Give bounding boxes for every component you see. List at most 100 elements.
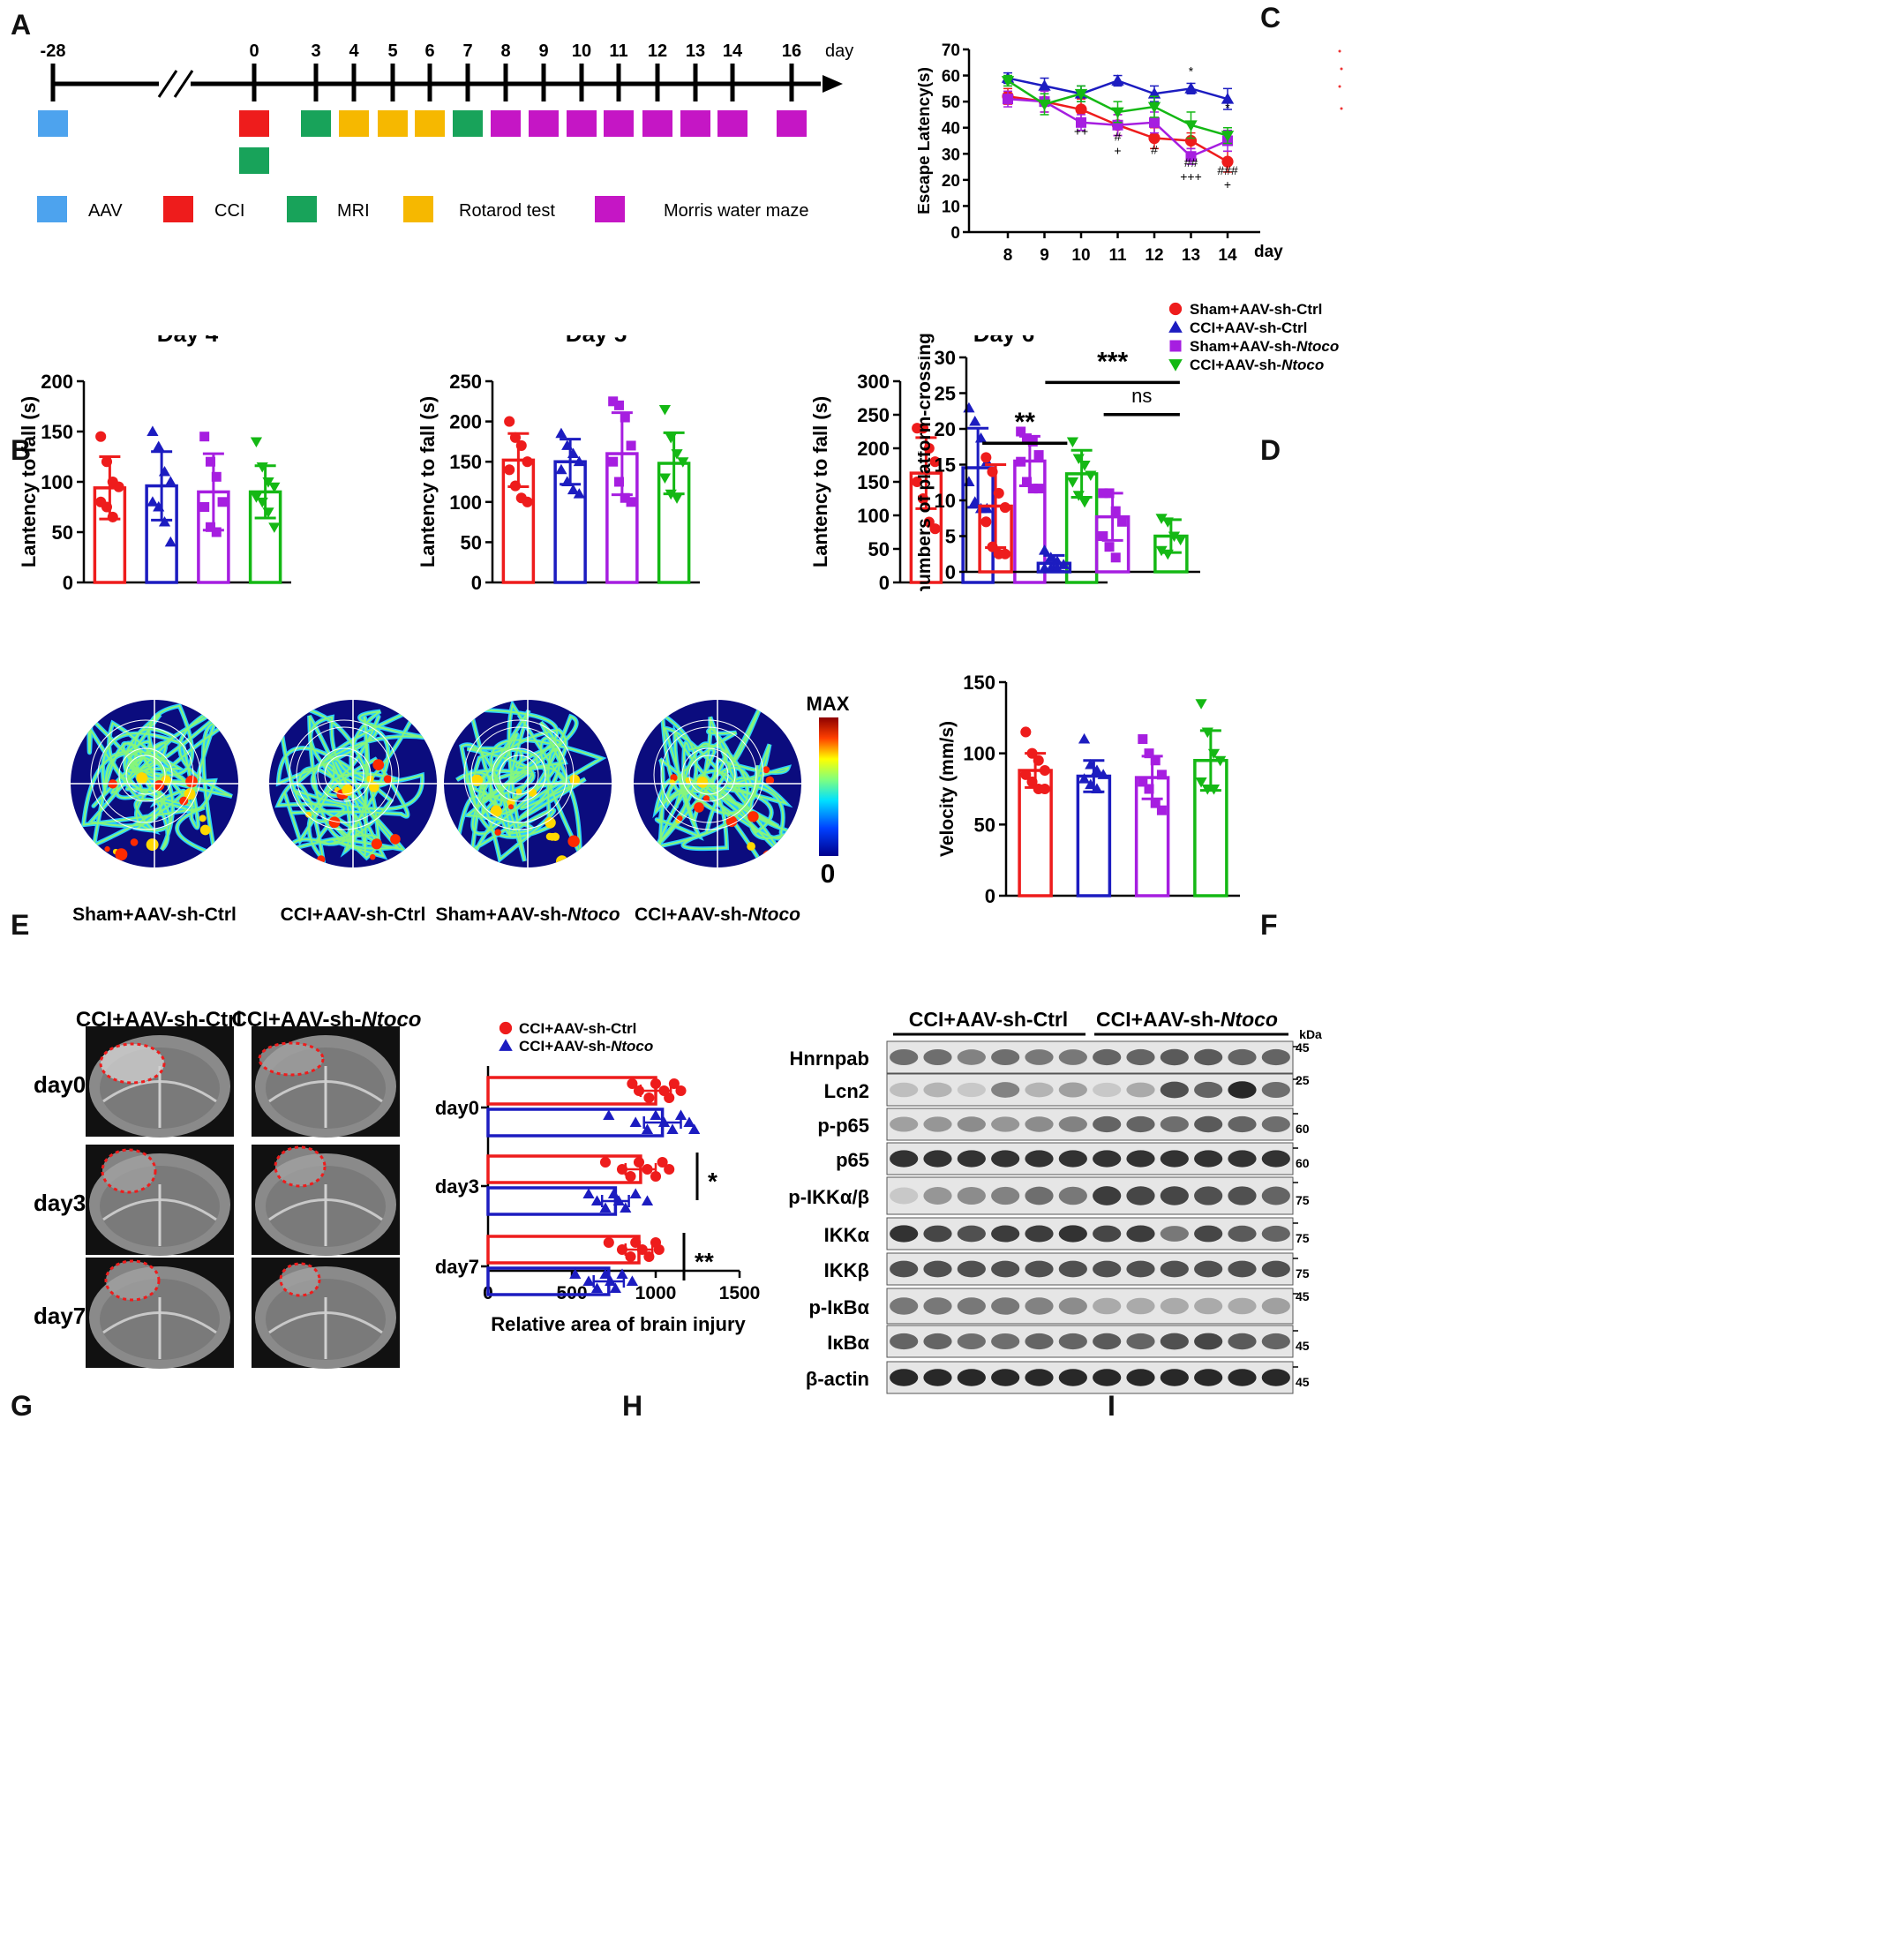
blot-label: p65 <box>836 1149 869 1171</box>
blot-band <box>1093 1260 1122 1278</box>
data-point <box>1138 734 1148 745</box>
data-point <box>658 473 672 484</box>
legend-label: CCI <box>214 201 244 221</box>
data-point <box>999 502 1010 514</box>
data-point <box>603 1236 614 1249</box>
blot-band <box>1194 1369 1223 1386</box>
significance-label: *** <box>1097 347 1128 376</box>
data-point <box>626 1275 638 1286</box>
blot-band <box>1160 1260 1189 1278</box>
data-point <box>205 522 215 532</box>
hotspot <box>317 855 326 864</box>
data-point <box>1039 783 1050 795</box>
blot-frame <box>886 1108 1294 1141</box>
blot-band <box>957 1225 986 1243</box>
data-point <box>650 1170 662 1183</box>
data-point <box>582 1188 595 1198</box>
blot-label: p-IKKα/β <box>788 1186 869 1208</box>
kda-unit: kDa <box>1299 1027 1322 1041</box>
row-label: day7 <box>34 1303 86 1329</box>
data-point <box>969 496 981 507</box>
blot-band <box>957 1150 986 1168</box>
hotspot <box>747 842 755 851</box>
target-ring <box>317 747 372 802</box>
hotspot <box>383 775 393 784</box>
target-ring <box>653 719 764 830</box>
data-point <box>664 1092 675 1104</box>
y-tick-label: 150 <box>857 471 890 493</box>
panel-label-b: B <box>11 434 32 466</box>
blot-band <box>1228 1186 1257 1205</box>
lesion-outline <box>258 1041 325 1077</box>
timeline-tick-label: 9 <box>538 41 548 61</box>
panel-label-g: G <box>11 1390 33 1422</box>
x-tick-label: 11 <box>1108 246 1127 265</box>
y-tick-label: 250 <box>449 371 482 393</box>
data-point <box>657 1116 671 1127</box>
data-point <box>250 492 263 503</box>
data-point <box>1221 92 1235 104</box>
legend-label: CCI+AAV-sh-Ctrl <box>519 1020 636 1037</box>
data-point <box>1207 785 1221 795</box>
data-point <box>1020 726 1032 738</box>
data-point <box>629 1188 642 1198</box>
data-point <box>674 1109 687 1120</box>
significance-mark: # <box>1115 130 1122 144</box>
blot-band <box>1126 1333 1155 1350</box>
data-point <box>95 431 107 442</box>
timeline-tick-label: 8 <box>500 41 510 61</box>
data-point <box>1078 773 1091 784</box>
hotspot <box>515 788 522 795</box>
blot-band <box>1126 1225 1155 1243</box>
data-point <box>158 466 171 477</box>
hotspot <box>490 805 502 817</box>
y-axis-label: Lantency to fall (s) <box>809 396 831 567</box>
kda-marker: 25 <box>1296 1073 1310 1087</box>
legend-label: Sham+AAV-sh-Ctrl <box>1190 301 1322 318</box>
x-tick-label: 13 <box>1182 246 1200 265</box>
blot-band <box>1093 1048 1122 1066</box>
blot-band <box>991 1225 1020 1243</box>
data-point <box>555 427 567 439</box>
trajectory-group <box>649 702 798 862</box>
stray-dot <box>1338 85 1341 88</box>
y-axis-label: Escape Latency(s) <box>918 67 934 214</box>
axis-break <box>157 70 178 98</box>
velocity-chart: 0 50 100 150 Velocity (mm/s) <box>937 672 1240 907</box>
y-tick-label: 60 <box>942 68 960 86</box>
lesion <box>259 1043 323 1075</box>
data-point <box>912 476 923 488</box>
timeline-tick-label: 6 <box>424 41 434 61</box>
timeline-unit: day <box>825 41 853 61</box>
data-point <box>613 477 624 487</box>
blot-band <box>1093 1150 1122 1168</box>
blot-band <box>1025 1369 1054 1386</box>
data-point <box>650 1078 662 1090</box>
data-point <box>1039 764 1050 777</box>
target-ring <box>470 726 567 823</box>
data-point <box>567 484 580 495</box>
x-tick-label: 1500 <box>719 1283 761 1303</box>
data-point <box>1221 131 1235 142</box>
event-box <box>378 110 408 137</box>
group-label: Sham+AAV-sh-Ctrl <box>72 905 237 925</box>
data-point <box>1175 535 1187 546</box>
event-box <box>529 110 559 137</box>
trajectory-heatmaps: Sham+AAV-sh-Ctrl CCI+AAV-sh-Ctrl Sham+AAV-… <box>71 693 850 925</box>
blot-band <box>1261 1369 1290 1386</box>
hotspot <box>328 816 341 829</box>
timeline-tick-label: 5 <box>387 41 397 61</box>
y-tick-label: 150 <box>41 421 73 443</box>
data-point <box>1078 461 1091 471</box>
group-label: Sham+AAV-sh-Ntoco <box>435 905 620 925</box>
legend-marker <box>1169 340 1182 352</box>
y-tick-label: 100 <box>963 743 995 765</box>
significance-label: * <box>708 1168 717 1195</box>
blot-band <box>1228 1081 1257 1099</box>
data-point <box>268 522 281 533</box>
bar <box>486 1235 641 1265</box>
timeline-tick-label: 16 <box>782 41 801 61</box>
y-tick-label: 30 <box>942 146 960 164</box>
blot-band <box>1228 1333 1257 1350</box>
y-tick-label: 200 <box>41 371 73 393</box>
